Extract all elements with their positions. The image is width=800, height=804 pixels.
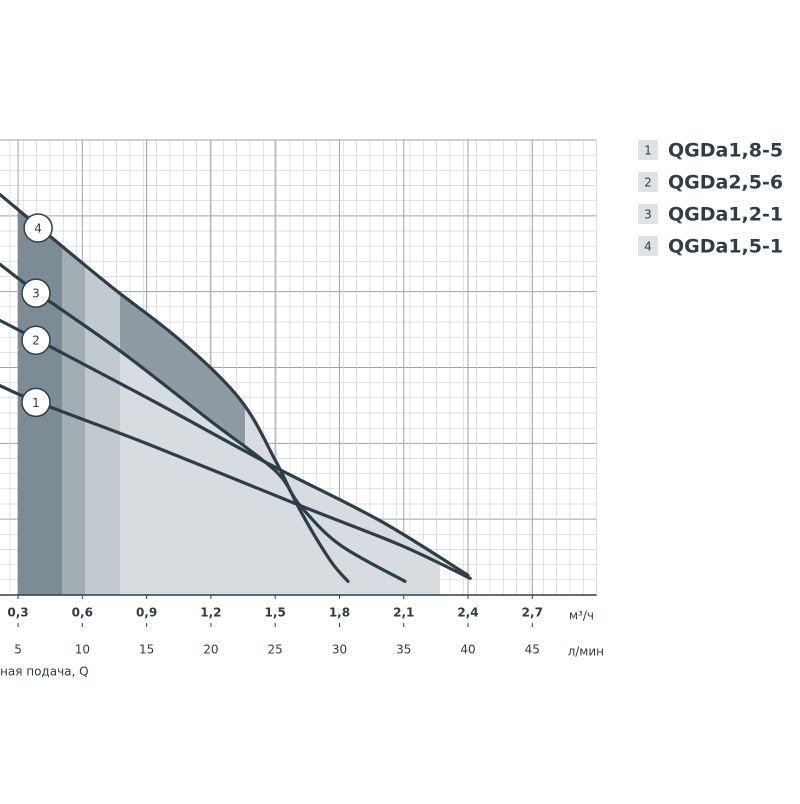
x2-tick-label: 20 — [203, 643, 218, 657]
legend-number: 3 — [644, 208, 652, 222]
x-tick-label: 0,9 — [136, 606, 157, 620]
x2-tick-label: 45 — [525, 643, 540, 657]
legend-box — [638, 204, 658, 224]
legend-label: QGDa2,5-6 — [668, 172, 783, 194]
curve — [0, 193, 350, 583]
legend-number: 1 — [644, 144, 652, 158]
x-unit: м³/ч — [569, 609, 594, 623]
x-axis-title: ная подача, Q — [0, 665, 89, 679]
x2-tick-label: 10 — [75, 643, 90, 657]
curve-marker — [23, 213, 53, 243]
legend-box — [638, 172, 658, 192]
legend-number: 4 — [644, 240, 652, 254]
x-tick-label: 2,1 — [393, 606, 414, 620]
curve-marker — [21, 325, 51, 355]
legend-box — [638, 236, 658, 256]
curve-marker — [21, 387, 51, 418]
x2-tick-label: 40 — [460, 643, 475, 657]
x-tick-label: 1,8 — [329, 606, 350, 620]
curve-label: 4 — [34, 221, 42, 235]
legend-label: QGDa1,2-1 — [668, 204, 783, 226]
legend-number: 2 — [644, 176, 652, 190]
curve — [0, 262, 407, 583]
x-tick-label: 1,2 — [200, 606, 221, 620]
legend-box — [638, 140, 658, 160]
curve-label: 3 — [32, 287, 40, 301]
x2-unit: л/мин — [568, 645, 604, 659]
x-tick-label: 2,4 — [457, 606, 478, 620]
x-tick-label: 0,3 — [7, 606, 28, 620]
x-tick-label: 2,7 — [522, 606, 543, 620]
x-tick-label: 0,6 — [72, 606, 93, 620]
x2-tick-label: 25 — [268, 643, 283, 657]
x2-tick-label: 15 — [139, 643, 154, 657]
zone-strip — [62, 246, 85, 595]
x2-tick-label: 5 — [14, 643, 22, 657]
x2-tick-label: 30 — [332, 643, 347, 657]
curve-label: 2 — [32, 334, 40, 348]
zone-strip — [85, 265, 120, 595]
curve-marker — [21, 278, 51, 308]
x-tick-label: 1,5 — [265, 606, 286, 620]
legend-label: QGDa1,8-5 — [668, 140, 783, 162]
x2-tick-label: 35 — [396, 643, 411, 657]
curve-label: 1 — [32, 396, 40, 410]
legend-label: QGDa1,5-1 — [668, 236, 783, 258]
